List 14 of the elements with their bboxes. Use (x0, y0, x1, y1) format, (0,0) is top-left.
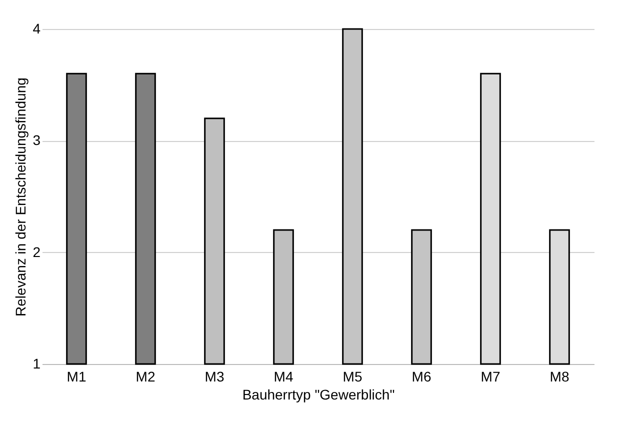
x-tick-label: M1 (66, 368, 86, 384)
x-tick-label: M4 (274, 368, 294, 384)
x-tick-label: M7 (480, 368, 500, 384)
x-tick-label: M6 (412, 368, 432, 384)
y-tick-label: 4 (32, 20, 41, 36)
y-tick-label: 1 (32, 356, 41, 372)
x-tick-label: M8 (550, 368, 570, 384)
x-tick-label: M2 (136, 368, 156, 384)
x-tick-label: M5 (342, 368, 362, 384)
x-tick-label: M3 (204, 368, 224, 384)
y-tick-label: 2 (32, 244, 41, 260)
x-axis-title: Bauherrtyp "Gewerblich" (242, 386, 395, 402)
y-axis-title: Relevanz in der Entscheidungsfindung (12, 78, 29, 316)
y-tick-label: 3 (32, 132, 41, 148)
